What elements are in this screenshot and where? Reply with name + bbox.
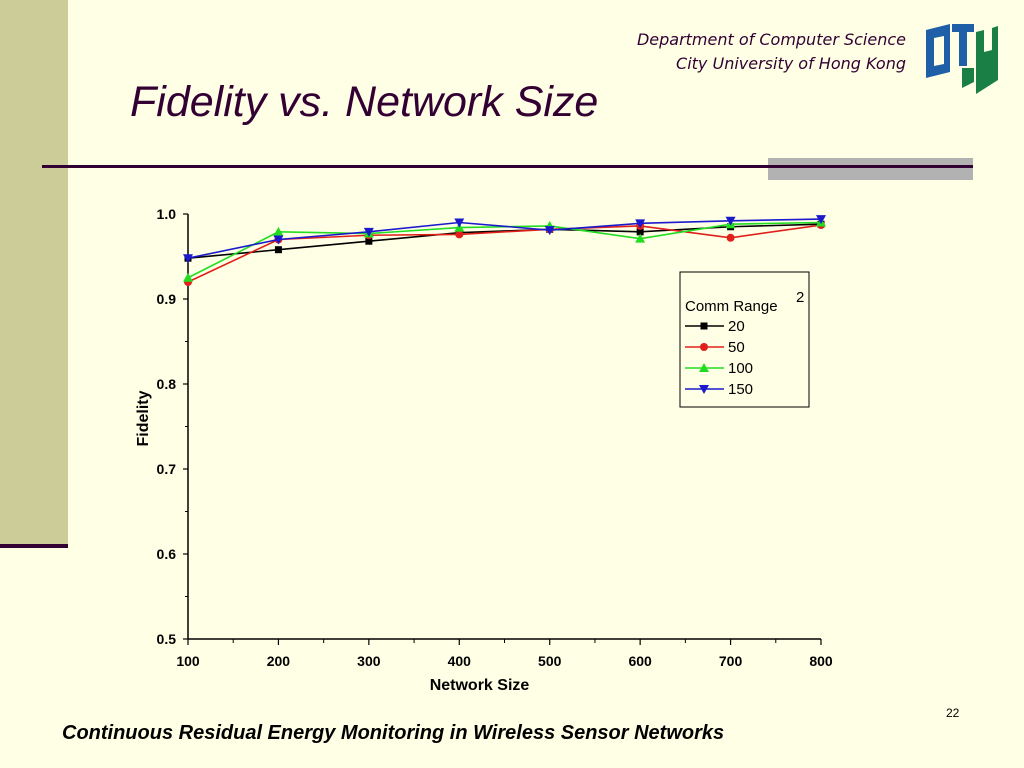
y-tick-label: 0.6	[157, 546, 177, 562]
x-tick-label: 700	[719, 653, 743, 669]
series-150-line	[187, 218, 822, 259]
x-tick-label: 600	[628, 653, 652, 669]
series-100-point	[273, 226, 284, 236]
series-50-point	[455, 230, 464, 239]
x-axis-label: Network Size	[430, 677, 530, 694]
x-tick-label: 800	[809, 653, 833, 669]
legend-box	[679, 271, 810, 408]
x-tick-label: 300	[357, 653, 381, 669]
series-20-point	[636, 228, 644, 236]
series-150-point	[635, 219, 646, 229]
series-150-point	[816, 215, 826, 225]
x-tick-label: 100	[176, 653, 200, 669]
series-100-point	[183, 272, 193, 282]
x-tick-label: 400	[448, 653, 472, 669]
series-150-point	[454, 218, 465, 228]
header-accent-bar	[768, 158, 973, 180]
legend-entry-label: 150	[728, 381, 753, 398]
series-20-point	[365, 237, 373, 245]
series-150-point	[725, 216, 736, 226]
series-150-point	[363, 227, 374, 237]
sidebar-underline	[0, 544, 68, 548]
legend-swatch-marker	[699, 385, 709, 394]
university-name: City University of Hong Kong	[676, 54, 906, 73]
series-150-point	[544, 226, 555, 236]
university-logo-icon	[926, 24, 998, 94]
department-name: Department of Computer Science	[636, 30, 906, 49]
legend-swatch-marker	[700, 322, 708, 330]
series-20-point	[274, 246, 282, 254]
y-axis-label: Fidelity	[135, 390, 152, 446]
header-accent-line	[768, 165, 973, 168]
department-heading: Department of Computer Science City Univ…	[637, 28, 906, 76]
sidebar-band	[0, 0, 68, 545]
y-tick-label: 0.8	[157, 376, 177, 392]
x-tick-label: 200	[267, 653, 291, 669]
fidelity-chart: 0.5 0.6 0.7 0.8 0.9 1.0 100 200 300 400 500 600 700 8…	[135, 206, 833, 694]
series-50-point	[726, 233, 735, 242]
legend-entry-label: 100	[728, 360, 753, 377]
legend-entry-label: 20	[728, 318, 745, 335]
x-tick-label: 500	[538, 653, 562, 669]
slide-title: Fidelity vs. Network Size	[130, 78, 599, 126]
series-100-point	[635, 233, 646, 243]
y-tick-label: 0.7	[157, 461, 177, 477]
legend-swatch-marker	[699, 363, 709, 372]
legend-title-note: 2	[796, 289, 804, 306]
legend-entry-label: 50	[728, 339, 745, 356]
series-20-line	[187, 223, 822, 259]
legend-title: Comm Range	[685, 298, 778, 315]
footer-text: Continuous Residual Energy Monitoring in…	[62, 722, 725, 744]
page-number: 22	[946, 706, 960, 720]
series-150-point	[183, 254, 193, 264]
y-tick-label: 0.9	[157, 291, 177, 307]
y-tick-label: 0.5	[157, 631, 177, 647]
series-150-point	[273, 235, 284, 245]
legend-swatch-marker	[700, 343, 708, 351]
y-tick-label: 1.0	[157, 206, 177, 222]
title-rule	[42, 165, 972, 168]
